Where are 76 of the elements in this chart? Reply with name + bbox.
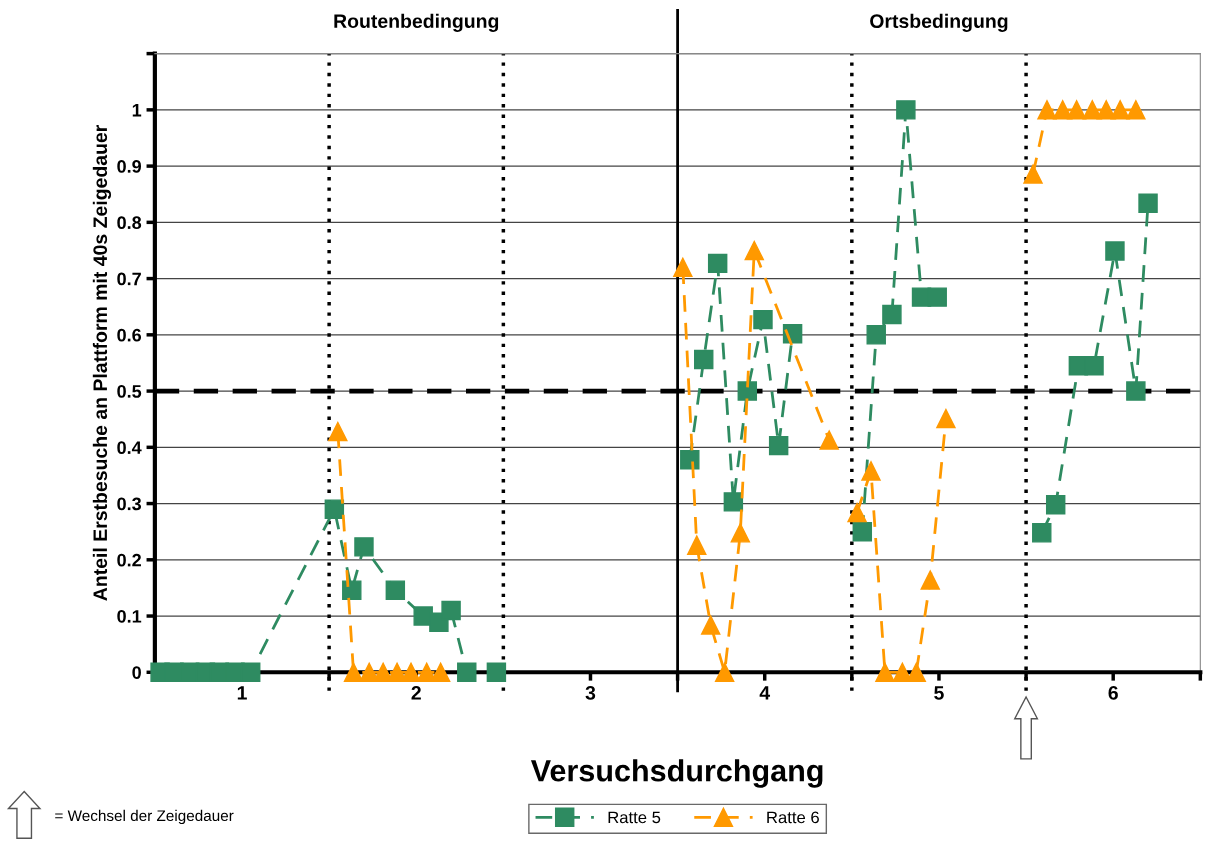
point	[714, 662, 735, 683]
point	[342, 580, 362, 600]
point	[694, 349, 714, 370]
point	[1096, 100, 1116, 120]
point	[359, 662, 379, 683]
point	[1110, 100, 1130, 120]
point	[753, 309, 773, 330]
y-tick-label: 0.7	[117, 272, 141, 286]
point	[354, 537, 374, 557]
point	[385, 580, 406, 600]
point	[906, 662, 927, 683]
point	[343, 662, 364, 683]
point	[328, 421, 348, 442]
point	[486, 662, 507, 683]
point	[1126, 100, 1146, 120]
y-tick-label: 0.3	[117, 497, 142, 511]
point	[819, 430, 839, 450]
point	[680, 449, 700, 470]
y-tick-label: 0.8	[117, 216, 142, 230]
point	[707, 253, 728, 274]
point	[673, 257, 693, 278]
point	[927, 287, 947, 307]
x-tick-label: 4	[759, 686, 771, 700]
point	[324, 499, 345, 519]
point	[936, 408, 956, 429]
y-tick-label: 0.9	[117, 160, 142, 173]
y-axis-title: Anteil Erstbesuche an Plattform mit 40s Zeigedauer	[92, 124, 112, 601]
point	[852, 521, 873, 542]
point	[744, 240, 764, 261]
y-tick-label: 1	[132, 103, 142, 117]
point	[768, 435, 789, 456]
y-tick-label: 0.6	[117, 328, 142, 342]
point	[1105, 241, 1125, 261]
point	[920, 570, 940, 590]
point	[1045, 494, 1066, 515]
y-tick-label: 0.5	[117, 385, 142, 398]
point	[737, 381, 758, 401]
point	[401, 662, 421, 683]
point	[457, 662, 477, 683]
point	[1138, 193, 1158, 213]
point	[847, 502, 867, 523]
point	[416, 662, 437, 683]
point	[240, 662, 261, 683]
x-tick-label: 1	[237, 686, 247, 700]
point	[1126, 381, 1146, 401]
point	[1023, 164, 1043, 184]
text: = Wechsel der Zeigedauer	[55, 809, 234, 825]
point	[875, 662, 895, 683]
legend-label: Ratte 5	[608, 811, 661, 824]
point	[896, 100, 916, 120]
point	[687, 535, 707, 555]
point	[441, 600, 461, 621]
x-tick-label: 6	[1108, 686, 1118, 700]
x-axis-title: Versuchsdurchgang	[530, 759, 823, 788]
x-tick-label: 3	[585, 686, 596, 700]
text: Routenbedingung	[334, 13, 499, 32]
point	[1032, 523, 1052, 543]
point	[730, 523, 751, 543]
point	[866, 325, 886, 345]
point	[430, 662, 451, 683]
point	[373, 662, 393, 683]
x-tick-label: 5	[934, 686, 944, 700]
x-tick-label: 2	[411, 686, 421, 700]
y-tick-label: 0.1	[117, 609, 142, 623]
y-tick-label: 0	[132, 666, 141, 680]
point	[882, 304, 902, 325]
text: Ortsbedingung	[870, 13, 1008, 32]
point	[1066, 100, 1087, 120]
point	[1084, 356, 1104, 376]
point	[700, 615, 721, 635]
point	[861, 461, 881, 481]
legend-label: Ratte 6	[767, 811, 819, 824]
y-tick-label: 0.2	[117, 553, 141, 567]
y-tick-label: 0.4	[117, 441, 142, 455]
point	[1037, 100, 1057, 120]
point	[723, 492, 744, 512]
